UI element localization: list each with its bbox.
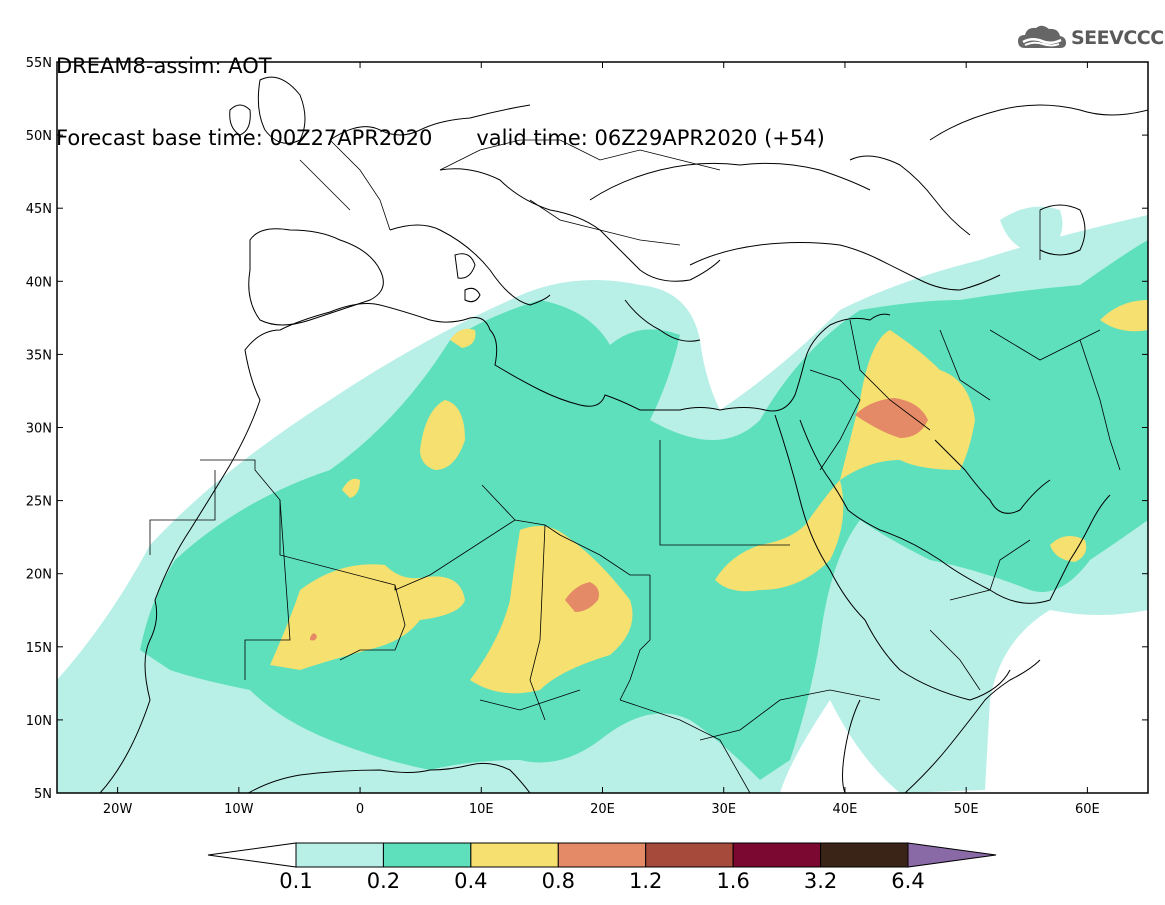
- colorbar-segment: [820, 842, 909, 868]
- lon-tick-label: 30E: [711, 802, 736, 817]
- colorbar-label: 1.6: [716, 869, 749, 893]
- latitude-axis: 55N 50N 45N 40N 35N 30N 25N 20N 15N 10N 5N: [26, 56, 1148, 802]
- forecast-base-time: Forecast base time: 00Z27APR2020: [56, 126, 433, 150]
- lat-tick-label: 30N: [26, 422, 52, 437]
- lon-tick-label: 0: [356, 802, 364, 817]
- seevccc-logo: SEEVCCC: [1017, 20, 1164, 56]
- map-title: DREAM8-assim: AOT Forecast base time: 00…: [56, 6, 869, 174]
- colorbar-label: 6.4: [891, 869, 924, 893]
- lat-tick-label: 55N: [26, 56, 52, 71]
- colorbar-label: 1.2: [629, 869, 662, 893]
- cloud-logo-icon: [1018, 25, 1066, 48]
- lon-tick-label: 50E: [954, 802, 979, 817]
- colorbar-segment: [470, 842, 559, 868]
- logo-text: SEEVCCC: [1071, 27, 1164, 49]
- colorbar-segment: [732, 842, 822, 868]
- aot-field: [57, 206, 1148, 793]
- lon-tick-label: 10E: [469, 802, 494, 817]
- country-borders: [149, 139, 1121, 793]
- lat-tick-label: 25N: [26, 495, 52, 510]
- colorbar-segment: [382, 842, 472, 868]
- aot-level-0.8: [310, 398, 928, 641]
- colorbar-label: 0.4: [454, 869, 487, 893]
- colorbar-label: 0.1: [279, 869, 312, 893]
- lat-tick-label: 45N: [26, 202, 52, 217]
- lat-tick-label: 40N: [26, 275, 52, 290]
- colorbar: 0.1 0.2 0.4 0.8 1.2 1.6 3.2 6.4: [207, 842, 997, 893]
- lat-tick-label: 35N: [26, 348, 52, 363]
- lon-tick-label: 40E: [833, 802, 858, 817]
- colorbar-label: 0.8: [542, 869, 575, 893]
- lat-tick-label: 15N: [26, 641, 52, 656]
- longitude-axis: 20W 10W 0 10E 20E 30E 40E 50E 60E: [103, 62, 1100, 817]
- colorbar-segment: [295, 842, 384, 868]
- colorbar-label: 3.2: [804, 869, 837, 893]
- title-line1: DREAM8-assim: AOT: [56, 54, 272, 78]
- lat-tick-label: 10N: [26, 714, 52, 729]
- lat-tick-label: 20N: [26, 568, 52, 583]
- title-line2: Forecast base time: 00Z27APR2020 valid ti…: [56, 126, 869, 150]
- colorbar-segment: [557, 842, 647, 868]
- lon-tick-label: 60E: [1075, 802, 1100, 817]
- colorbar-label: 0.2: [367, 869, 400, 893]
- colorbar-over-arrow: [907, 842, 997, 868]
- colorbar-segment: [645, 842, 734, 868]
- colorbar-under-arrow: [207, 842, 297, 868]
- valid-time: valid time: 06Z29APR2020 (+54): [476, 126, 825, 150]
- lon-tick-label: 20E: [590, 802, 615, 817]
- lon-tick-label: 10W: [224, 802, 254, 817]
- lat-tick-label: 5N: [34, 787, 52, 802]
- lat-tick-label: 50N: [26, 129, 52, 144]
- lon-tick-label: 20W: [103, 802, 133, 817]
